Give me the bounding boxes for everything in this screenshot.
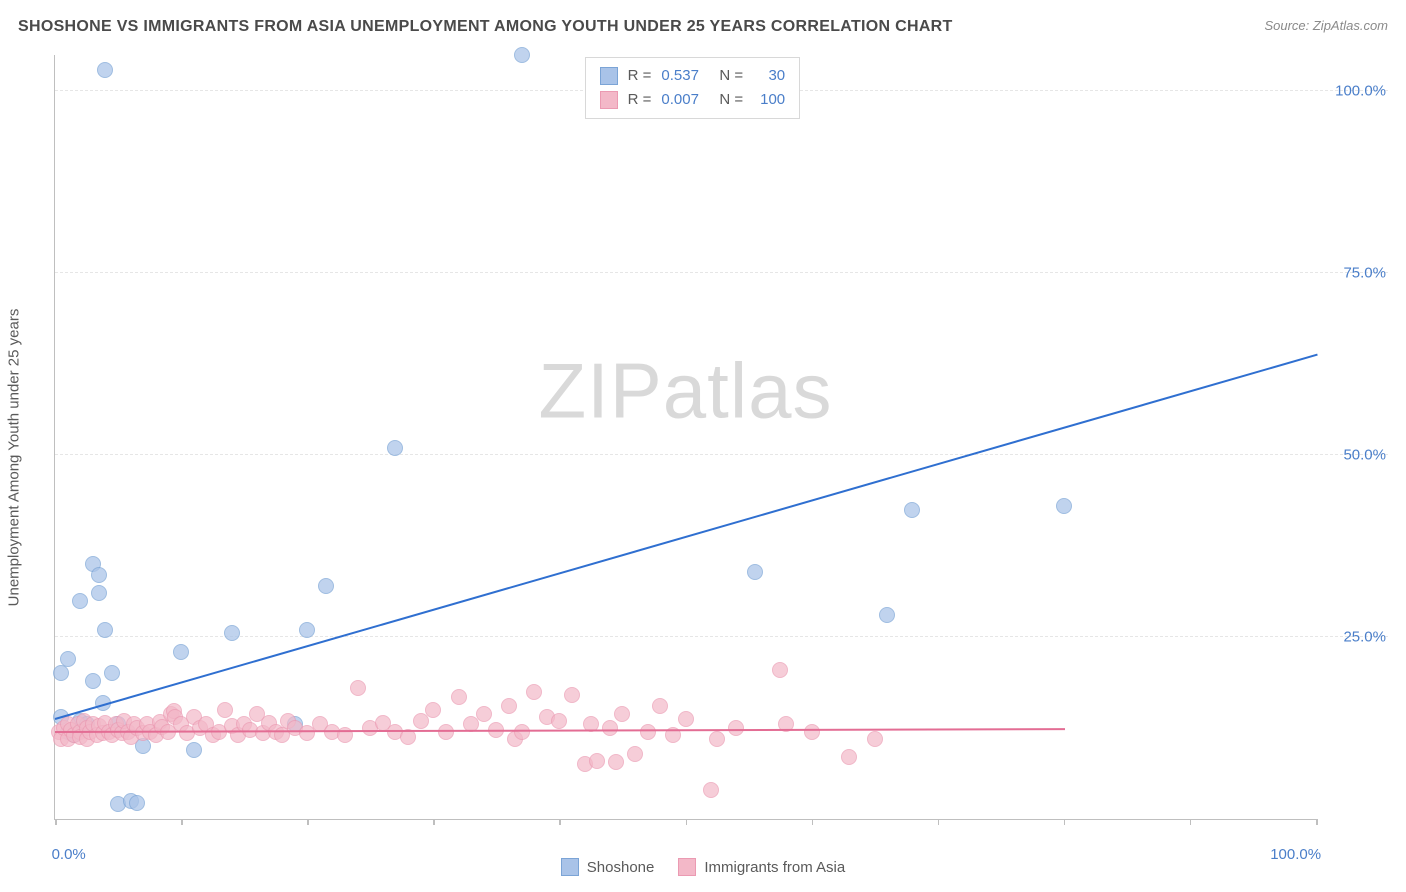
data-point [640, 724, 656, 740]
source-label: Source: ZipAtlas.com [1264, 18, 1388, 33]
x-tick [181, 819, 183, 825]
y-tick-label: 25.0% [1343, 629, 1386, 646]
legend-swatch [600, 91, 618, 109]
data-point [564, 687, 580, 703]
data-point [451, 689, 467, 705]
chart-title: SHOSHONE VS IMMIGRANTS FROM ASIA UNEMPLO… [18, 18, 953, 36]
data-point [104, 665, 120, 681]
legend-stat-row: R = 0.537 N = 30 [600, 64, 786, 88]
legend-bottom: Shoshone Immigrants from Asia [0, 858, 1406, 880]
watermark: ZIPatlas [538, 346, 832, 437]
data-point [608, 754, 624, 770]
x-tick [1316, 819, 1318, 825]
data-point [53, 665, 69, 681]
data-point [703, 782, 719, 798]
x-tick [1190, 819, 1192, 825]
data-point [627, 746, 643, 762]
x-tick [1064, 819, 1066, 825]
data-point [97, 622, 113, 638]
legend-item: Shoshone [561, 858, 655, 876]
data-point [318, 578, 334, 594]
data-point [514, 724, 530, 740]
data-point [867, 731, 883, 747]
data-point [904, 502, 920, 518]
chart-header: SHOSHONE VS IMMIGRANTS FROM ASIA UNEMPLO… [18, 18, 1388, 36]
stat-r-value: 0.537 [661, 64, 709, 88]
data-point [551, 713, 567, 729]
x-tick [812, 819, 814, 825]
plot-area: ZIPatlas R =0.537N =30R =0.007N =100 25.… [54, 55, 1316, 820]
x-tick [938, 819, 940, 825]
stat-r-label: R = [628, 88, 652, 112]
data-point [299, 622, 315, 638]
stat-n-value: 100 [753, 88, 785, 112]
data-point [772, 662, 788, 678]
stat-n-label: N = [719, 88, 743, 112]
stat-n-value: 30 [753, 64, 785, 88]
data-point [173, 644, 189, 660]
legend-stats: R = 0.537 N = 30 R = 0.007 N = 100 [585, 57, 801, 119]
legend-swatch [600, 67, 618, 85]
data-point [217, 702, 233, 718]
x-tick [55, 819, 57, 825]
data-point [476, 706, 492, 722]
data-point [85, 673, 101, 689]
data-point [526, 684, 542, 700]
legend-item: Immigrants from Asia [678, 858, 845, 876]
legend-label: Shoshone [587, 859, 655, 876]
data-point [60, 651, 76, 667]
y-tick-label: 100.0% [1335, 83, 1386, 100]
watermark-thin: atlas [663, 347, 833, 435]
data-point [841, 749, 857, 765]
data-point [652, 698, 668, 714]
data-point [387, 440, 403, 456]
data-point [501, 698, 517, 714]
x-tick [686, 819, 688, 825]
legend-swatch [678, 858, 696, 876]
data-point [614, 706, 630, 722]
data-point [589, 753, 605, 769]
y-tick-label: 50.0% [1343, 447, 1386, 464]
data-point [350, 680, 366, 696]
data-point [602, 720, 618, 736]
data-point [129, 795, 145, 811]
data-point [224, 625, 240, 641]
legend-label: Immigrants from Asia [704, 859, 845, 876]
data-point [514, 47, 530, 63]
trendline [55, 354, 1318, 720]
data-point [879, 607, 895, 623]
gridline [55, 272, 1388, 273]
x-tick [307, 819, 309, 825]
stat-n-label: N = [719, 64, 743, 88]
gridline [55, 454, 1388, 455]
data-point [91, 567, 107, 583]
gridline [55, 636, 1388, 637]
data-point [186, 742, 202, 758]
data-point [72, 593, 88, 609]
data-point [413, 713, 429, 729]
legend-swatch [561, 858, 579, 876]
data-point [1056, 498, 1072, 514]
y-tick-label: 75.0% [1343, 265, 1386, 282]
x-tick [559, 819, 561, 825]
x-tick [433, 819, 435, 825]
stat-r-label: R = [628, 64, 652, 88]
data-point [97, 62, 113, 78]
watermark-bold: ZIP [538, 347, 662, 435]
data-point [425, 702, 441, 718]
legend-stat-row: R = 0.007 N = 100 [600, 88, 786, 112]
data-point [747, 564, 763, 580]
data-point [804, 724, 820, 740]
y-axis-label: Unemployment Among Youth under 25 years [6, 308, 23, 606]
chart-container: Unemployment Among Youth under 25 years … [48, 55, 1388, 842]
data-point [709, 731, 725, 747]
data-point [678, 711, 694, 727]
stat-r-value: 0.007 [661, 88, 709, 112]
data-point [91, 585, 107, 601]
